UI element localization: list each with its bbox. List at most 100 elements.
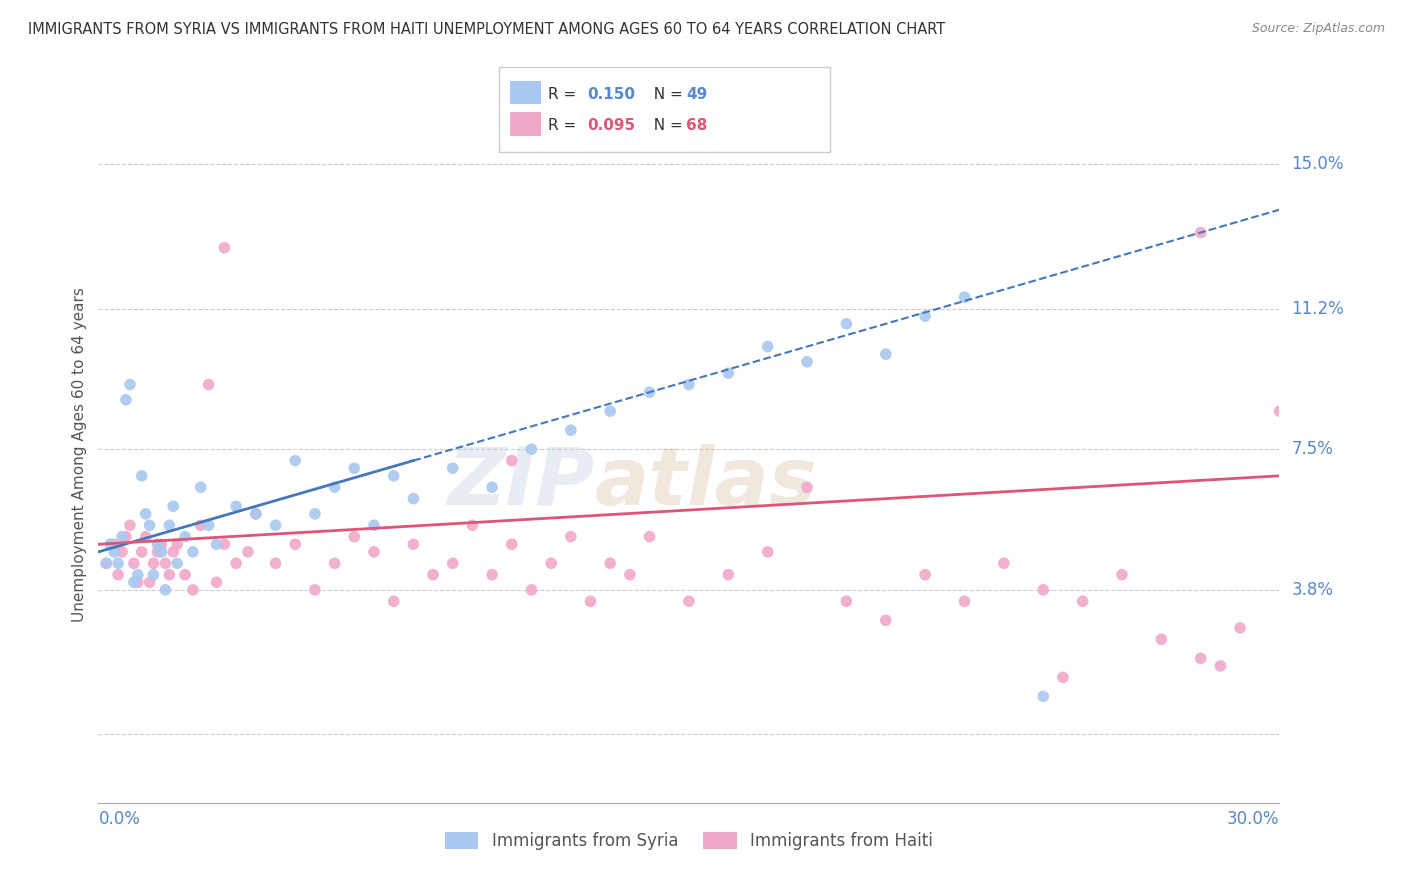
Point (382, 594, 405, 608)
Point (422, 567, 444, 582)
Point (155, 582, 177, 597)
Point (107, 567, 129, 582)
Point (678, 377, 700, 392)
Point (155, 556, 177, 570)
Point (245, 507, 267, 521)
Point (225, 556, 247, 570)
Point (166, 537, 188, 551)
Point (142, 556, 165, 570)
Text: IMMIGRANTS FROM SYRIA VS IMMIGRANTS FROM HAITI UNEMPLOYMENT AMONG AGES 60 TO 64 : IMMIGRANTS FROM SYRIA VS IMMIGRANTS FROM… (28, 22, 945, 37)
Point (111, 530, 134, 544)
Point (150, 545, 173, 559)
Point (599, 556, 621, 570)
Point (363, 545, 385, 559)
Point (540, 556, 562, 570)
Point (174, 567, 197, 582)
Point (1189, 226, 1212, 240)
Point (520, 582, 543, 597)
Point (717, 366, 740, 380)
Text: 0.150: 0.150 (588, 87, 636, 102)
Point (461, 518, 484, 533)
Point (166, 556, 188, 570)
Point (560, 423, 582, 437)
Point (96, 556, 118, 570)
Point (284, 453, 307, 467)
Point (1111, 567, 1133, 582)
Point (103, 545, 125, 559)
Point (138, 575, 160, 590)
Point (756, 340, 779, 354)
Point (796, 355, 818, 369)
Point (323, 556, 346, 570)
Point (875, 347, 897, 361)
Point (953, 290, 976, 304)
Point (225, 500, 247, 514)
Point (131, 468, 153, 483)
Point (284, 537, 307, 551)
Point (118, 518, 141, 533)
Point (181, 545, 204, 559)
Point (520, 442, 543, 457)
Point (264, 518, 287, 533)
Point (190, 518, 212, 533)
Point (343, 461, 366, 475)
Point (146, 537, 169, 551)
Text: 68: 68 (686, 118, 707, 133)
Point (157, 567, 180, 582)
Point (98, 537, 121, 551)
Point (304, 507, 326, 521)
Point (127, 575, 149, 590)
Point (1189, 651, 1212, 665)
Text: Source: ZipAtlas.com: Source: ZipAtlas.com (1251, 22, 1385, 36)
Point (579, 594, 602, 608)
Text: atlas: atlas (595, 443, 817, 522)
Point (363, 518, 385, 533)
Text: ZIP: ZIP (447, 443, 595, 522)
Text: 15.0%: 15.0% (1291, 155, 1344, 173)
Text: R =: R = (548, 118, 582, 133)
Point (150, 537, 173, 551)
Point (1032, 690, 1054, 704)
Point (115, 530, 138, 544)
Point (162, 500, 184, 514)
Point (343, 530, 366, 544)
Point (131, 545, 153, 559)
Point (103, 537, 125, 551)
Point (138, 518, 160, 533)
Point (402, 491, 425, 506)
Point (304, 582, 326, 597)
Point (835, 594, 858, 608)
Point (214, 241, 236, 255)
Y-axis label: Unemployment Among Ages 60 to 64 years: Unemployment Among Ages 60 to 64 years (72, 287, 87, 623)
Point (107, 556, 129, 570)
Point (214, 537, 236, 551)
Point (1071, 594, 1094, 608)
Point (560, 530, 582, 544)
Point (96, 556, 118, 570)
Text: 7.5%: 7.5% (1291, 441, 1333, 458)
Point (122, 575, 145, 590)
Point (914, 309, 936, 323)
Text: N =: N = (644, 118, 688, 133)
Point (501, 453, 523, 467)
Point (402, 537, 425, 551)
Point (1032, 582, 1054, 597)
Text: 49: 49 (686, 87, 707, 102)
Text: R =: R = (548, 87, 582, 102)
Point (441, 461, 464, 475)
Point (118, 377, 141, 392)
Point (638, 385, 661, 400)
Point (481, 480, 503, 494)
Point (481, 567, 503, 582)
Point (157, 518, 180, 533)
Point (1209, 659, 1232, 673)
Text: 0.0%: 0.0% (98, 811, 141, 829)
Point (111, 545, 134, 559)
Text: 0.095: 0.095 (588, 118, 636, 133)
Legend: Immigrants from Syria, Immigrants from Haiti: Immigrants from Syria, Immigrants from H… (439, 826, 939, 857)
Point (993, 556, 1015, 570)
Text: 3.8%: 3.8% (1291, 581, 1333, 599)
Point (638, 530, 661, 544)
Point (205, 537, 228, 551)
Text: N =: N = (644, 87, 688, 102)
